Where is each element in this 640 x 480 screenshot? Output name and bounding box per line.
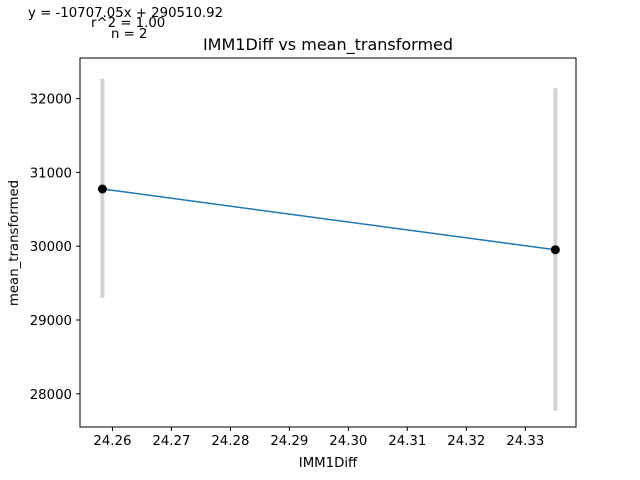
y-tick-label: 32000 [30,93,72,108]
data-point [97,184,107,194]
x-tick-label: 24.31 [388,434,426,449]
regression-equation: y = -10707.05x + 290510.92 [28,6,223,21]
y-tick-label: 28000 [30,388,72,403]
r-squared-annotation: r^2 = 1.00 [91,16,165,31]
series-lines [102,188,556,251]
y-tick-label: 30000 [30,240,72,255]
x-tick-label: 24.29 [270,434,308,449]
y-tick-label: 31000 [30,166,72,181]
y-axis-label: mean_transformed [7,180,22,306]
x-tick-label: 24.27 [152,434,190,449]
x-tick-label: 24.26 [93,434,131,449]
x-tick-label: 24.33 [506,434,544,449]
data-points [97,184,560,255]
n-annotation: n = 2 [111,27,147,42]
x-axis-label: IMM1Diff [299,456,358,471]
axis-ticks: 24.26 24.27 24.28 24.29 24.30 24.31 24.32 24.33… [30,93,545,449]
chart-title: IMM1Diff vs mean_transformed [203,35,453,55]
x-tick-label: 24.30 [329,434,367,449]
y-tick-label: 29000 [30,314,72,329]
plot-area [79,57,577,428]
x-tick-label: 24.28 [211,434,249,449]
series-line [102,188,556,251]
data-point [550,245,560,255]
x-tick-label: 24.32 [447,434,485,449]
